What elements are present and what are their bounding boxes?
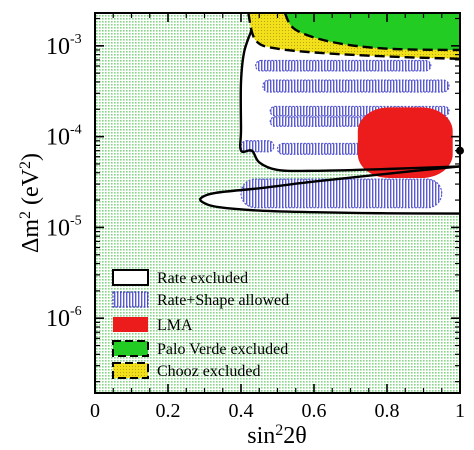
best-fit-marker <box>456 146 464 155</box>
y-tick-label: 10-3 <box>46 32 82 60</box>
palo-verde-excluded-region <box>284 13 460 50</box>
rate-shape-allowed-band <box>262 79 450 93</box>
plot-area <box>95 13 460 393</box>
legend-label: Palo Verde excluded <box>157 341 288 358</box>
rate-shape-allowed-band <box>240 140 275 153</box>
x-tick-label: 1 <box>455 400 465 422</box>
y-axis-ticks: 10-6 10-5 10-4 10-3 <box>46 17 460 383</box>
y-axis-title: Δm2 (eV2) <box>17 153 45 253</box>
legend-label: Rate excluded <box>157 270 248 287</box>
legend: Rate excluded Rate+Shape allowed LMA Pal… <box>112 269 289 380</box>
x-tick-label: 0.2 <box>156 400 181 422</box>
chooz-boundary <box>247 13 460 60</box>
y-tick-label: 10-6 <box>46 304 82 332</box>
y-tick-label: 10-5 <box>46 213 82 241</box>
x-tick-label: 0.8 <box>375 400 400 422</box>
x-tick-label: 0.6 <box>302 400 327 422</box>
legend-label: LMA <box>157 317 193 334</box>
x-axis-ticks: 0 0.2 0.4 0.6 0.8 1 <box>90 13 465 422</box>
rate-shape-allowed-band <box>240 178 443 209</box>
legend-swatch-rate-excluded <box>112 269 149 286</box>
lma-region <box>357 107 453 179</box>
rate-shape-allowed-band <box>255 59 432 72</box>
legend-label: Chooz excluded <box>157 363 261 380</box>
x-tick-label: 0.4 <box>229 400 254 422</box>
rate-contour-upper <box>239 13 460 173</box>
legend-swatch-palo-verde <box>112 340 149 357</box>
palo-verde-boundary <box>283 13 460 52</box>
legend-swatch-chooz <box>112 362 149 379</box>
legend-swatch-lma <box>113 317 148 332</box>
x-tick-label: 0 <box>90 400 100 422</box>
legend-label: Rate+Shape allowed <box>157 292 289 309</box>
rate-contour-lower <box>199 165 460 215</box>
y-tick-label: 10-4 <box>46 123 82 151</box>
legend-swatch-rate-shape-allowed <box>112 291 149 308</box>
x-axis-title: sin22θ <box>247 422 307 450</box>
